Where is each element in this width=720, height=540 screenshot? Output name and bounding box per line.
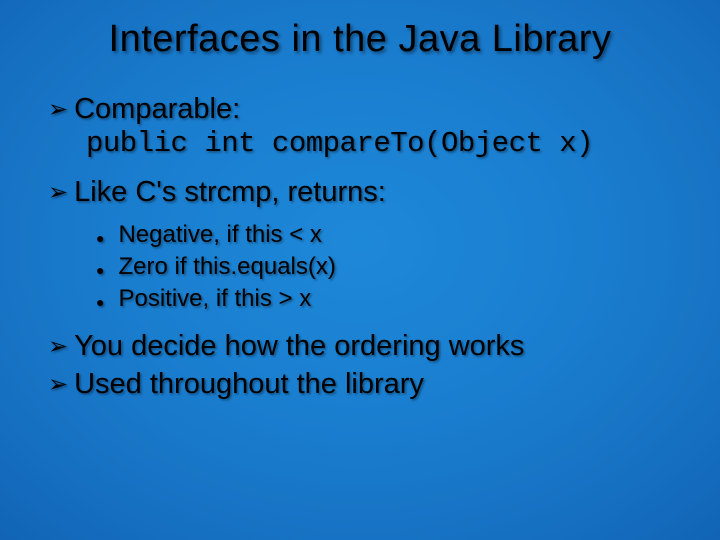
arrow-icon: ➢	[48, 95, 68, 125]
dot-icon: ●	[96, 261, 104, 280]
bullet-label: You decide how the ordering works	[74, 328, 680, 364]
slide: Interfaces in the Java Library ➢ Compara…	[0, 0, 720, 540]
sub-bullet-negative: ● Negative, if this < x	[48, 219, 680, 251]
arrow-icon: ➢	[48, 178, 68, 208]
arrow-icon: ➢	[48, 370, 68, 400]
bullet-label: Used throughout the library	[74, 366, 680, 402]
dot-icon: ●	[96, 293, 104, 312]
bullet-you-decide: ➢ You decide how the ordering works	[48, 328, 680, 364]
bullet-label: Like C's strcmp, returns:	[74, 174, 680, 210]
sub-bullet-label: Positive, if this > x	[118, 283, 680, 315]
arrow-icon: ➢	[48, 332, 68, 362]
sub-bullet-zero: ● Zero if this.equals(x)	[48, 251, 680, 283]
slide-body: ➢ Comparable: public int compareTo(Objec…	[40, 91, 680, 402]
bullet-comparable: ➢ Comparable:	[48, 91, 680, 127]
bullet-like-strcmp: ➢ Like C's strcmp, returns:	[48, 174, 680, 210]
dot-icon: ●	[96, 229, 104, 248]
spacer	[48, 316, 680, 328]
sub-bullet-label: Zero if this.equals(x)	[118, 251, 680, 283]
sub-bullet-positive: ● Positive, if this > x	[48, 283, 680, 315]
bullet-used-throughout: ➢ Used throughout the library	[48, 366, 680, 402]
bullet-label: Comparable:	[74, 91, 680, 127]
code-line: public int compareTo(Object x)	[48, 127, 680, 160]
sub-bullet-label: Negative, if this < x	[118, 219, 680, 251]
slide-title: Interfaces in the Java Library	[40, 18, 680, 61]
